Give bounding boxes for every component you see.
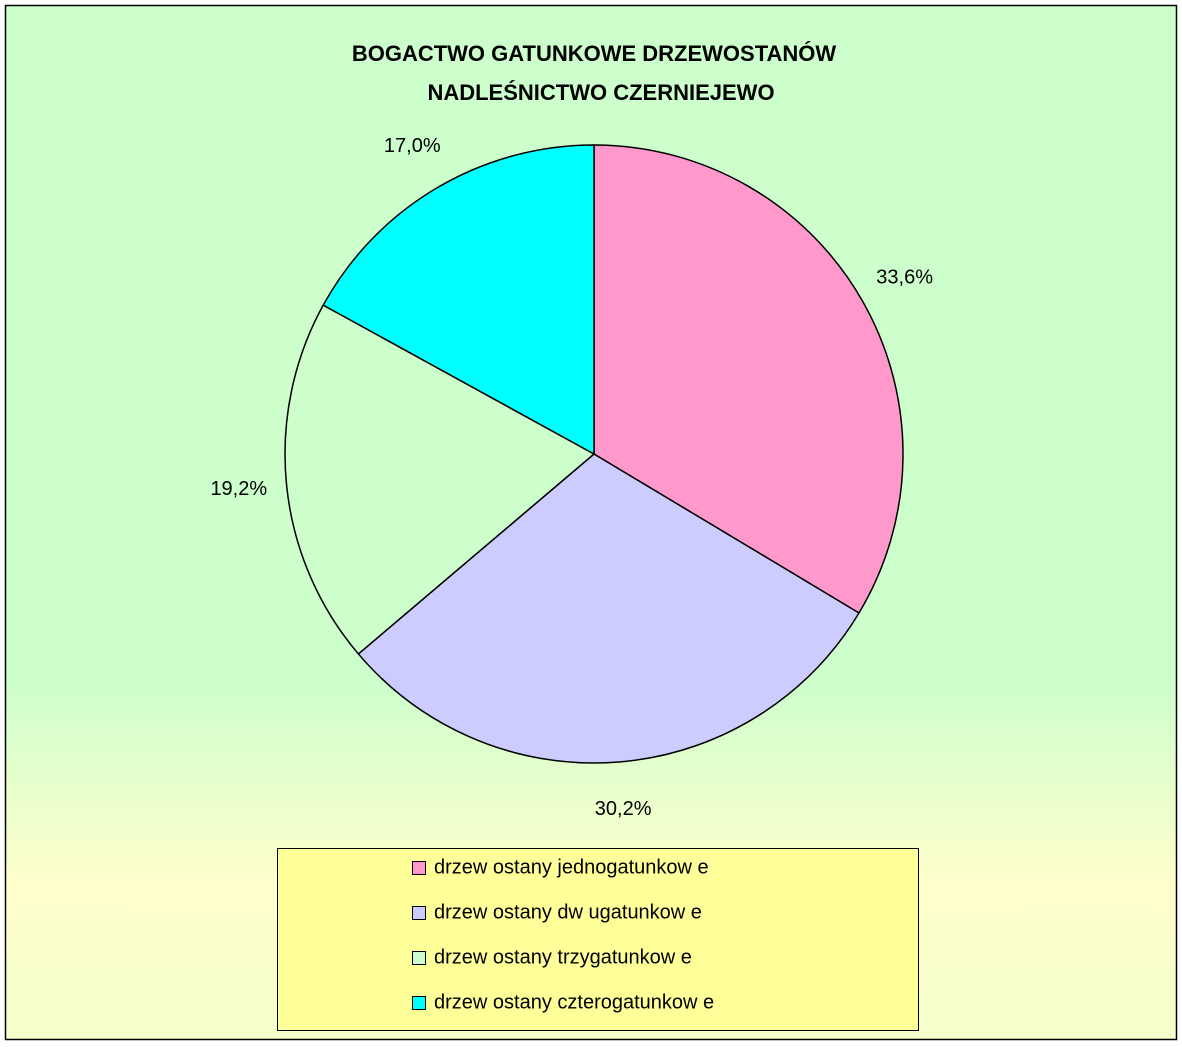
data-label: 30,2% [595, 798, 652, 820]
legend-label: drzew ostany czterogatunkow e [434, 991, 714, 1013]
legend-label: drzew ostany dw ugatunkow e [434, 901, 702, 923]
data-label: 33,6% [876, 266, 933, 288]
pie-slice [357, 453, 861, 764]
legend-label: drzew ostany trzygatunkow e [434, 946, 692, 968]
data-label: 19,2% [210, 478, 267, 500]
chart-title: BOGACTWO GATUNKOWE DRZEWOSTANÓW [352, 41, 837, 66]
legend-swatch [412, 996, 426, 1010]
legend-swatch [412, 861, 426, 875]
pie-slice [322, 144, 595, 456]
pie-slice [593, 144, 904, 614]
chart-title: NADLEŚNICTWO CZERNIEJEWO [427, 80, 774, 105]
legend-swatch [412, 951, 426, 965]
legend-label: drzew ostany jednogatunkow e [434, 856, 709, 878]
legend [277, 848, 919, 1031]
data-label: 17,0% [384, 135, 441, 157]
pie-slice [284, 304, 596, 655]
legend-swatch [412, 906, 426, 920]
